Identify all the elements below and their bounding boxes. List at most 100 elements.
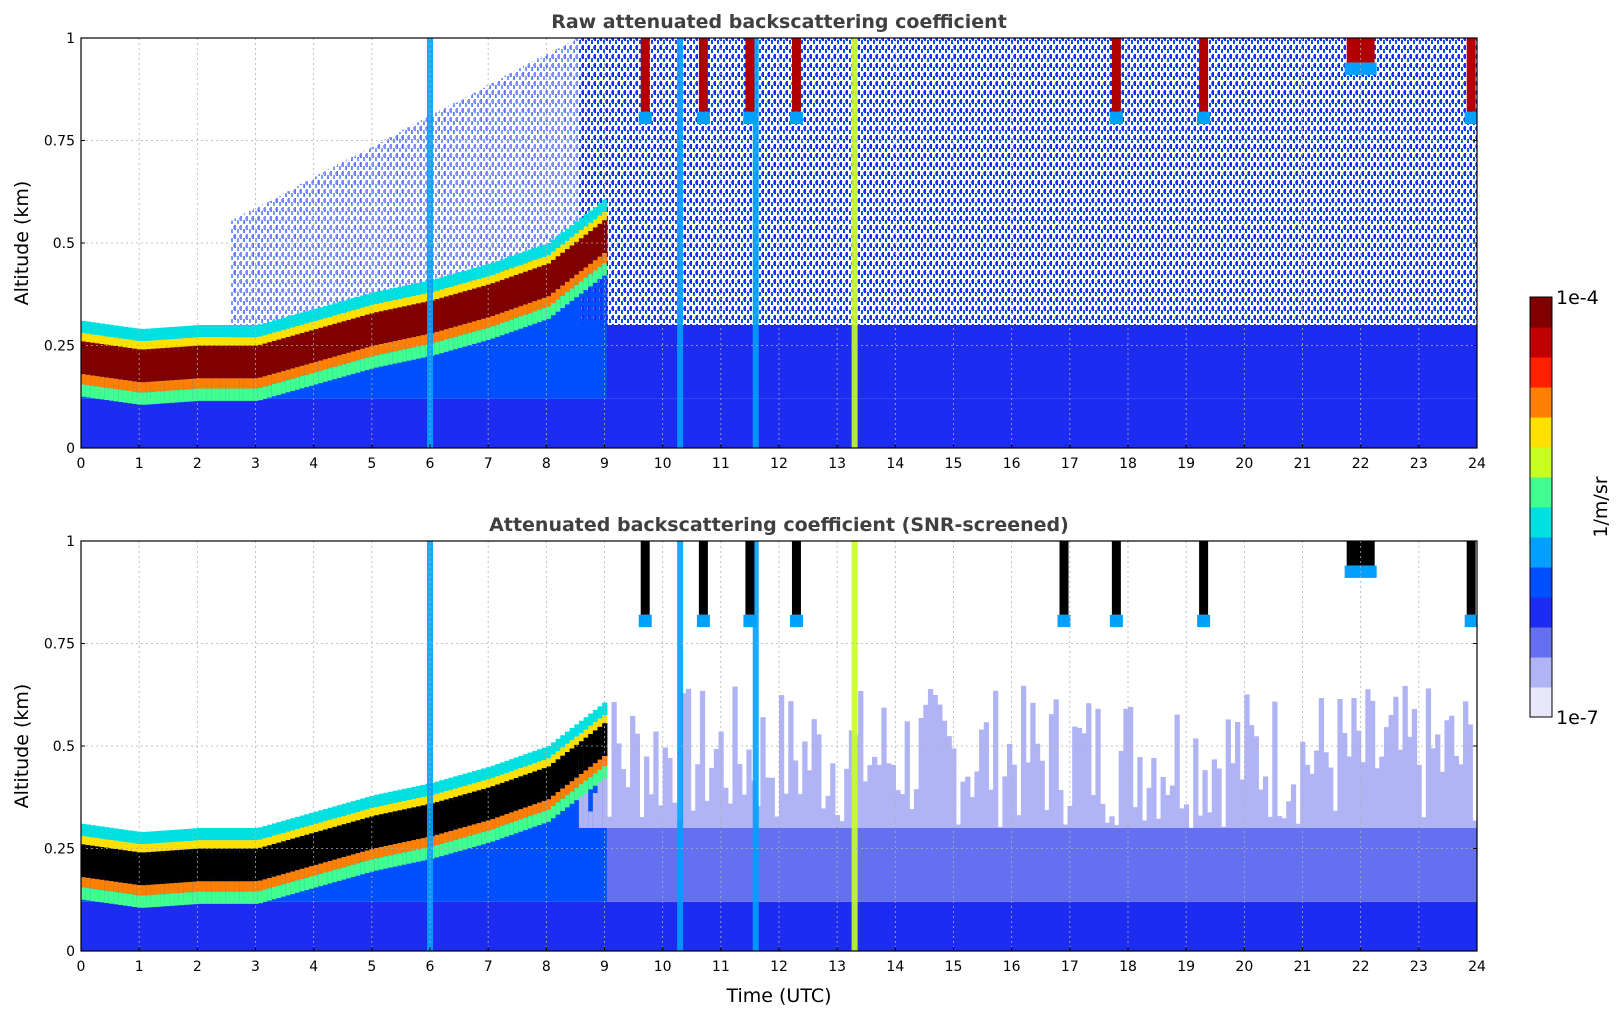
- noise-cell: [378, 141, 385, 308]
- layer-core: [257, 847, 264, 881]
- lower-fill: [662, 828, 668, 902]
- noise-cell: [825, 795, 831, 828]
- noise-cell: [1025, 38, 1031, 325]
- lower-fill: [699, 828, 706, 902]
- layer-edge: [201, 881, 208, 892]
- layer-edge: [369, 346, 375, 357]
- layer-edge: [588, 274, 594, 287]
- lower-fill: [578, 769, 585, 902]
- lower-fill: [867, 325, 873, 399]
- lower-fill: [378, 842, 385, 902]
- layer-edge: [336, 805, 343, 818]
- layer-edge: [188, 828, 194, 841]
- layer-edge: [476, 330, 482, 343]
- layer-core: [215, 848, 222, 882]
- layer-core: [309, 833, 315, 867]
- layer-edge: [583, 717, 589, 730]
- lower-fill: [467, 821, 473, 902]
- lower-fill: [476, 315, 482, 399]
- noise-cell: [699, 38, 706, 325]
- layer-edge: [509, 309, 515, 320]
- noise-cell: [946, 38, 952, 325]
- noise-cell: [457, 100, 464, 289]
- lower-fill: [704, 828, 710, 902]
- layer-edge: [499, 774, 506, 787]
- noise-cell: [1328, 38, 1334, 325]
- layer-edge: [453, 839, 459, 853]
- layer-edge: [104, 880, 110, 891]
- layer-edge: [271, 320, 278, 333]
- noise-cell: [839, 38, 845, 325]
- layer-edge: [104, 336, 110, 349]
- bottom-panel: Attenuated backscattering coefficient (S…: [11, 514, 1486, 1007]
- layer-edge: [281, 833, 287, 846]
- layer-edge: [476, 266, 482, 280]
- lower-fill: [1342, 325, 1348, 399]
- layer-edge: [453, 776, 459, 789]
- layer-edge: [532, 804, 538, 815]
- x-tick-label: 17: [1061, 456, 1079, 472]
- layer-edge: [555, 738, 561, 752]
- lower-fill: [1030, 325, 1036, 399]
- lower-fill: [671, 325, 678, 399]
- layer-edge: [206, 881, 212, 892]
- layer-edge: [332, 315, 338, 328]
- layer-edge: [299, 827, 305, 841]
- layer-edge: [341, 364, 347, 377]
- vertical-streak: [851, 38, 858, 448]
- noise-cell: [1090, 795, 1097, 828]
- noise-cell: [974, 771, 980, 828]
- noise-cell: [820, 808, 827, 828]
- layer-edge: [355, 853, 361, 864]
- layer-edge: [304, 323, 310, 336]
- layer-edge: [318, 873, 324, 887]
- lower-fill: [923, 325, 929, 399]
- layer-edge: [146, 392, 152, 405]
- lower-fill: [718, 325, 724, 399]
- noise-cell: [932, 694, 938, 828]
- lower-fill: [564, 780, 571, 902]
- lower-fill: [1141, 828, 1148, 902]
- noise-cell: [727, 803, 734, 828]
- lower-fill: [574, 773, 580, 902]
- noise-cell: [1230, 763, 1236, 828]
- layer-edge: [392, 803, 399, 816]
- noise-cell: [1062, 824, 1069, 828]
- noise-cell: [960, 781, 966, 828]
- layer-core: [481, 285, 487, 319]
- lower-fill: [671, 828, 678, 902]
- noise-cell: [806, 770, 813, 828]
- layer-edge: [197, 828, 203, 841]
- layer-edge: [527, 261, 533, 275]
- layer-edge: [206, 325, 212, 338]
- layer-edge: [388, 301, 394, 314]
- x-tick-label: 14: [886, 456, 904, 472]
- layer-edge: [457, 838, 464, 851]
- layer-edge: [132, 328, 138, 341]
- layer-edge: [146, 895, 152, 908]
- lower-fill: [1183, 325, 1190, 399]
- layer-edge: [350, 854, 357, 865]
- x-tick-label: 5: [367, 456, 376, 472]
- layer-edge: [215, 337, 222, 350]
- lower-fill: [876, 325, 882, 399]
- layer-edge: [355, 360, 361, 373]
- layer-edge: [257, 890, 264, 904]
- layer-edge: [569, 781, 575, 792]
- lower-fill: [1332, 325, 1338, 399]
- lower-fill: [1472, 828, 1477, 902]
- layer-edge: [322, 369, 329, 382]
- noise-cell: [1216, 768, 1222, 828]
- layer-core: [225, 848, 231, 882]
- layer-core: [285, 839, 291, 873]
- layer-edge: [462, 334, 468, 347]
- layer-edge: [132, 381, 138, 392]
- layer-edge: [81, 877, 87, 888]
- noise-cell: [765, 777, 771, 828]
- layer-edge: [229, 378, 236, 389]
- lower-fill: [485, 313, 492, 399]
- lower-fill: [886, 828, 892, 902]
- layer-edge: [537, 812, 543, 826]
- lower-fill: [709, 828, 715, 902]
- noise-cell: [1034, 743, 1041, 828]
